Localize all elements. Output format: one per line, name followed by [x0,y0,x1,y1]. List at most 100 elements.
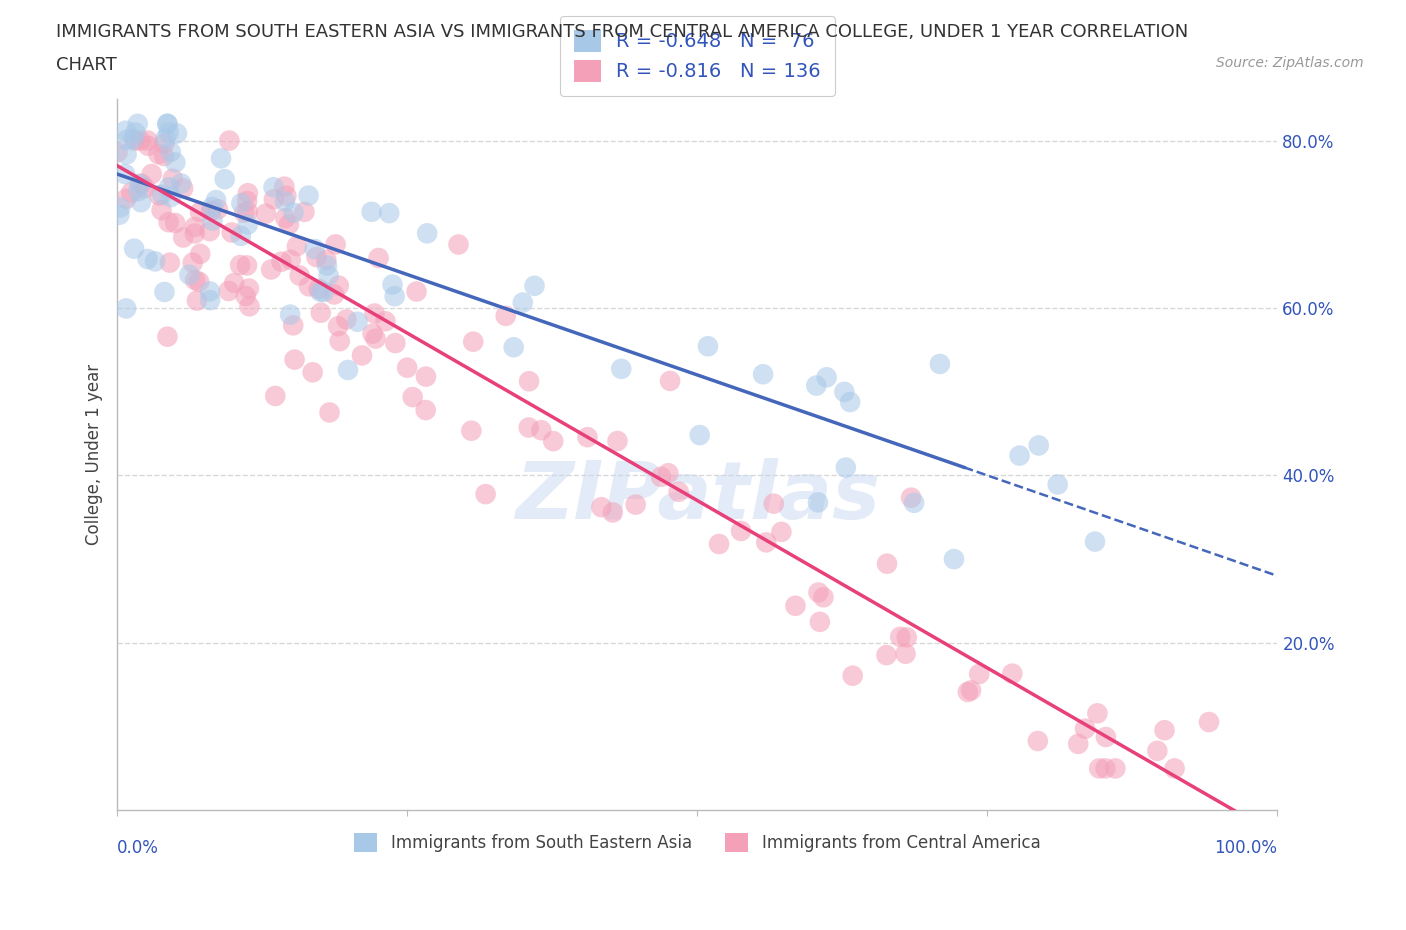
Point [150,203,173,218]
Point [591,499,613,514]
Point [209,151,232,166]
Point [807,495,830,510]
Point [1095,730,1118,745]
Point [361,326,384,341]
Point [124,133,146,148]
Point [156,329,179,344]
Point [165,155,187,170]
Point [896,630,918,644]
Point [148,188,170,203]
Point [1153,723,1175,737]
Point [221,225,243,240]
Point [155,131,177,146]
Point [335,312,357,326]
Point [273,179,295,194]
Point [157,179,180,194]
Point [218,284,240,299]
Point [329,334,352,349]
Point [707,537,730,551]
Point [416,226,439,241]
Point [730,524,752,538]
Point [274,211,297,226]
Point [134,180,156,195]
Point [214,172,236,187]
Point [606,433,628,448]
Point [284,352,307,367]
Point [308,282,330,297]
Point [188,205,211,219]
Point [115,192,138,206]
Point [136,133,159,148]
Point [502,339,524,354]
Point [1087,706,1109,721]
Point [384,288,406,303]
Point [153,149,176,164]
Point [367,250,389,265]
Point [650,470,672,485]
Point [305,249,328,264]
Point [260,262,283,277]
Point [942,551,965,566]
Point [1088,761,1111,776]
Point [839,394,862,409]
Point [517,420,540,435]
Point [1026,734,1049,749]
Point [415,403,437,418]
Point [876,556,898,571]
Point [254,206,277,221]
Point [170,176,193,191]
Point [108,207,131,222]
Point [165,216,187,231]
Point [224,275,246,290]
Point [323,287,346,302]
Point [283,206,305,220]
Point [280,252,302,267]
Point [312,285,335,299]
Point [474,486,496,501]
Point [205,193,228,207]
Point [184,219,207,234]
Point [128,177,150,192]
Point [136,252,159,267]
Point [270,254,292,269]
Point [785,598,807,613]
Point [143,254,166,269]
Point [218,133,240,148]
Y-axis label: College, Under 1 year: College, Under 1 year [86,364,103,545]
Point [236,217,259,232]
Legend: Immigrants from South Eastern Asia, Immigrants from Central America: Immigrants from South Eastern Asia, Immi… [347,826,1047,858]
Point [318,405,340,419]
Point [512,295,534,310]
Point [278,217,301,232]
Point [363,306,385,321]
Point [841,669,863,684]
Point [172,230,194,245]
Point [207,202,229,217]
Point [360,205,382,219]
Point [172,181,194,196]
Point [770,525,793,539]
Point [136,139,159,153]
Point [153,136,176,151]
Point [659,374,682,389]
Point [364,331,387,346]
Point [294,205,316,219]
Point [328,278,350,293]
Point [288,268,311,283]
Point [1104,761,1126,776]
Point [402,390,425,405]
Point [903,496,925,511]
Point [181,255,204,270]
Point [198,293,221,308]
Point [523,278,546,293]
Point [201,213,224,228]
Point [315,253,337,268]
Point [894,646,917,661]
Text: Source: ZipAtlas.com: Source: ZipAtlas.com [1216,56,1364,70]
Point [624,498,647,512]
Point [762,497,785,512]
Point [447,237,470,252]
Point [129,194,152,209]
Point [127,184,149,199]
Point [876,647,898,662]
